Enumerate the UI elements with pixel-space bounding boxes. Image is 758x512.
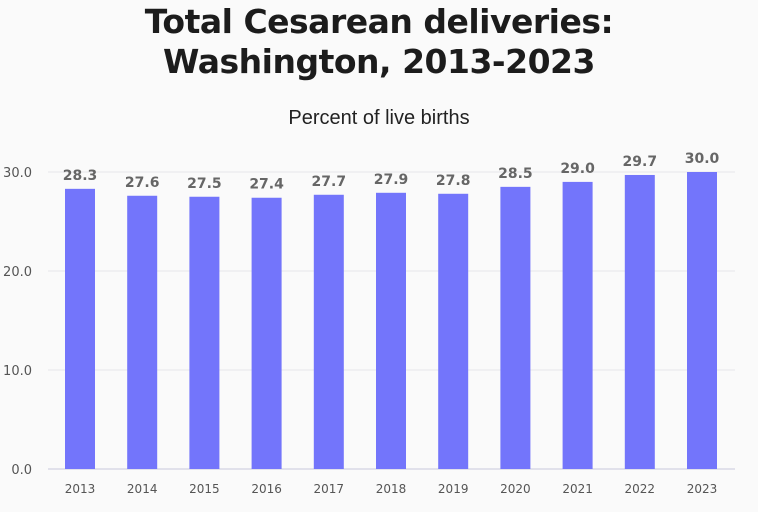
bar: [313, 194, 344, 469]
data-label: 29.0: [560, 161, 595, 177]
y-tick-label: 10.0: [3, 364, 32, 379]
title-line-2: Washington, 2013-2023: [163, 42, 595, 81]
data-label: 27.5: [187, 176, 222, 192]
data-label: 30.0: [685, 151, 720, 167]
data-label: 27.6: [125, 175, 160, 191]
data-label: 27.7: [312, 174, 347, 190]
data-label: 29.7: [623, 154, 658, 170]
chart-title: Total Cesarean deliveries: Washington, 2…: [0, 2, 758, 82]
bar: [687, 172, 717, 469]
y-tick-label: 0.0: [11, 463, 32, 478]
y-tick-label: 30.0: [3, 166, 32, 181]
chart-subtitle: Percent of live births: [288, 107, 470, 129]
x-tick-label: 2021: [562, 482, 593, 496]
x-tick-label: 2013: [65, 482, 96, 496]
data-label: 28.3: [63, 168, 98, 184]
bar: [500, 186, 531, 469]
title-line-1: Total Cesarean deliveries:: [144, 2, 614, 41]
x-tick-label: 2022: [625, 482, 656, 496]
bar: [376, 192, 406, 470]
data-label: 27.8: [436, 173, 471, 189]
x-tick-label: 2015: [189, 482, 220, 496]
x-tick-label: 2019: [438, 482, 469, 496]
x-tick-label: 2016: [251, 482, 282, 496]
x-tick-label: 2017: [314, 482, 345, 496]
x-tick-label: 2020: [500, 482, 531, 496]
data-label: 28.5: [498, 166, 533, 182]
y-tick-label: 20.0: [3, 265, 32, 280]
x-tick-label: 2018: [376, 482, 407, 496]
bar: [562, 181, 593, 469]
bar: [251, 197, 282, 470]
bar: [438, 193, 469, 469]
bar: [65, 188, 95, 469]
bar: [624, 174, 655, 469]
data-label: 27.4: [249, 177, 284, 193]
bar: [189, 196, 220, 469]
bar: [127, 195, 158, 469]
x-tick-label: 2014: [127, 482, 158, 496]
x-tick-label: 2023: [687, 482, 718, 496]
data-label: 27.9: [374, 172, 409, 188]
